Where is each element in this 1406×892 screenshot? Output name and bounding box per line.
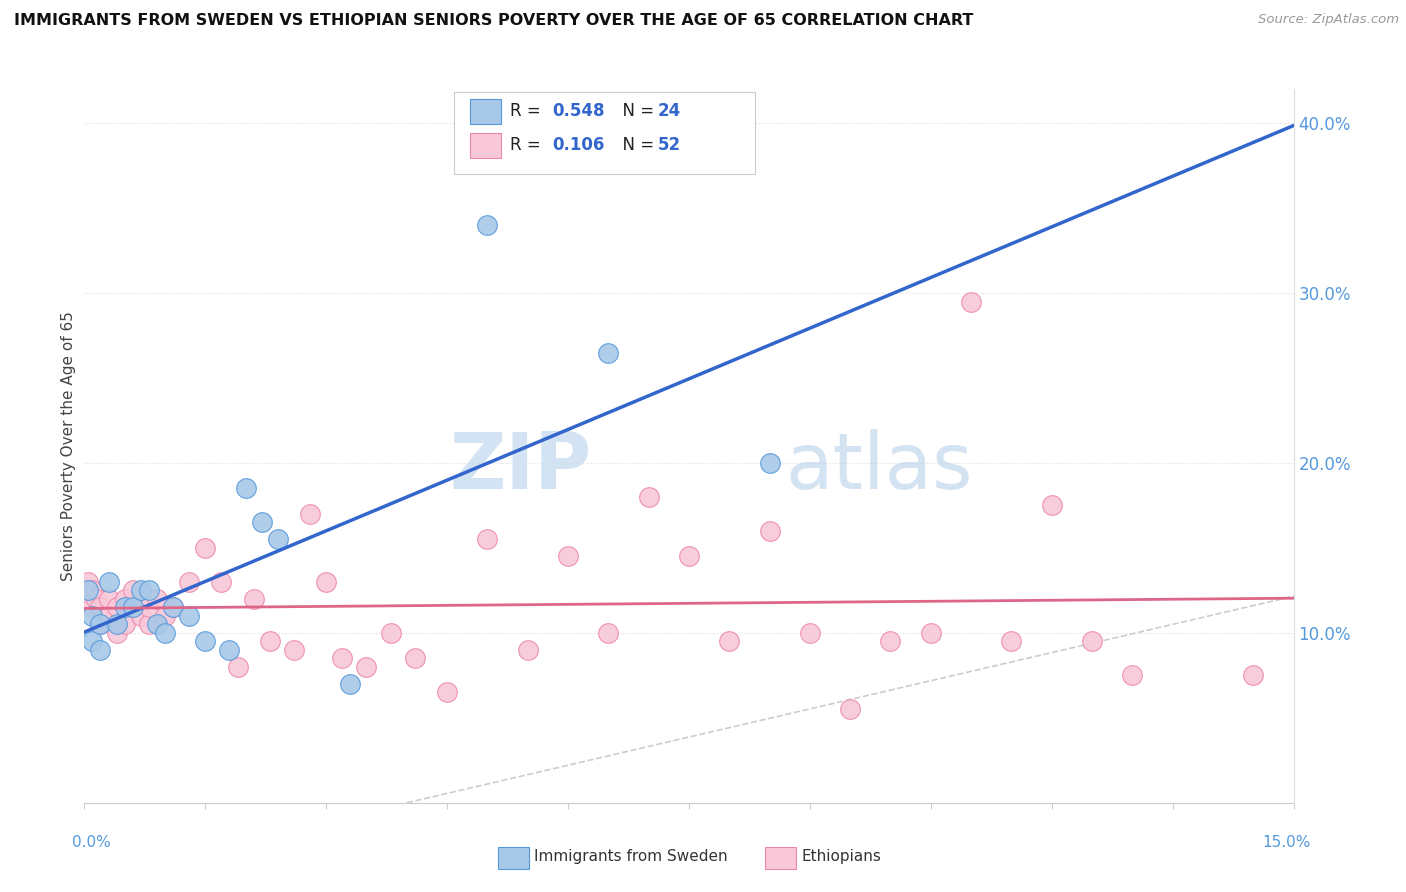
Point: [259, 634, 281, 648]
Point: [839, 702, 862, 716]
Point: [283, 643, 305, 657]
Text: Immigrants from Sweden: Immigrants from Sweden: [534, 849, 728, 863]
Point: [146, 617, 169, 632]
Point: [637, 490, 659, 504]
Point: [89, 643, 111, 657]
Point: [138, 600, 160, 615]
Text: 15.0%: 15.0%: [1263, 836, 1310, 850]
Point: [218, 643, 240, 657]
Text: Source: ZipAtlas.com: Source: ZipAtlas.com: [1258, 13, 1399, 27]
Point: [226, 660, 249, 674]
Point: [598, 626, 620, 640]
Text: R =: R =: [510, 103, 547, 120]
Point: [114, 591, 136, 606]
Point: [77, 583, 100, 598]
Point: [82, 608, 104, 623]
Point: [339, 677, 361, 691]
Point: [477, 218, 499, 232]
Text: 0.548: 0.548: [553, 103, 605, 120]
Point: [1081, 634, 1104, 648]
Text: IMMIGRANTS FROM SWEDEN VS ETHIOPIAN SENIORS POVERTY OVER THE AGE OF 65 CORRELATI: IMMIGRANTS FROM SWEDEN VS ETHIOPIAN SENI…: [14, 13, 973, 29]
Point: [97, 608, 120, 623]
Point: [105, 617, 128, 632]
Text: Ethiopians: Ethiopians: [801, 849, 882, 863]
Text: atlas: atlas: [786, 429, 973, 506]
Point: [146, 591, 169, 606]
Point: [758, 456, 780, 470]
Point: [1040, 499, 1063, 513]
Point: [678, 549, 700, 564]
Point: [82, 583, 104, 598]
Text: 0.106: 0.106: [553, 136, 605, 154]
Point: [105, 600, 128, 615]
Point: [920, 626, 942, 640]
Point: [960, 294, 983, 309]
Point: [89, 617, 111, 632]
Point: [138, 583, 160, 598]
Point: [436, 685, 458, 699]
Point: [557, 549, 579, 564]
Point: [315, 574, 337, 589]
Point: [114, 617, 136, 632]
Point: [89, 617, 111, 632]
Y-axis label: Seniors Poverty Over the Age of 65: Seniors Poverty Over the Age of 65: [60, 311, 76, 581]
Point: [299, 507, 322, 521]
Point: [1121, 668, 1143, 682]
Point: [209, 574, 232, 589]
Point: [179, 574, 201, 589]
Point: [82, 634, 104, 648]
Point: [380, 626, 402, 640]
Point: [97, 574, 120, 589]
Point: [153, 626, 176, 640]
Point: [194, 634, 217, 648]
Point: [598, 345, 620, 359]
Point: [129, 608, 152, 623]
Point: [242, 591, 264, 606]
Text: 24: 24: [658, 103, 682, 120]
Text: N =: N =: [612, 103, 659, 120]
Point: [82, 600, 104, 615]
Point: [153, 608, 176, 623]
Text: 0.0%: 0.0%: [72, 836, 111, 850]
Point: [97, 591, 120, 606]
Point: [356, 660, 378, 674]
Point: [250, 516, 273, 530]
Point: [114, 600, 136, 615]
Point: [162, 600, 184, 615]
Point: [718, 634, 741, 648]
Text: R =: R =: [510, 136, 547, 154]
Point: [235, 482, 257, 496]
Point: [330, 651, 353, 665]
Point: [879, 634, 901, 648]
Point: [267, 533, 290, 547]
Point: [516, 643, 538, 657]
Point: [162, 600, 184, 615]
Point: [121, 600, 143, 615]
Point: [77, 574, 100, 589]
Point: [1000, 634, 1022, 648]
Text: ZIP: ZIP: [450, 429, 592, 506]
Point: [758, 524, 780, 538]
Point: [129, 583, 152, 598]
Point: [121, 600, 143, 615]
Point: [105, 626, 128, 640]
Point: [194, 541, 217, 555]
Point: [1241, 668, 1264, 682]
Point: [477, 533, 499, 547]
Point: [89, 600, 111, 615]
Text: N =: N =: [612, 136, 659, 154]
Text: 52: 52: [658, 136, 681, 154]
Point: [179, 608, 201, 623]
Point: [86, 591, 108, 606]
Point: [138, 617, 160, 632]
Point: [404, 651, 426, 665]
Point: [121, 583, 143, 598]
Point: [799, 626, 821, 640]
